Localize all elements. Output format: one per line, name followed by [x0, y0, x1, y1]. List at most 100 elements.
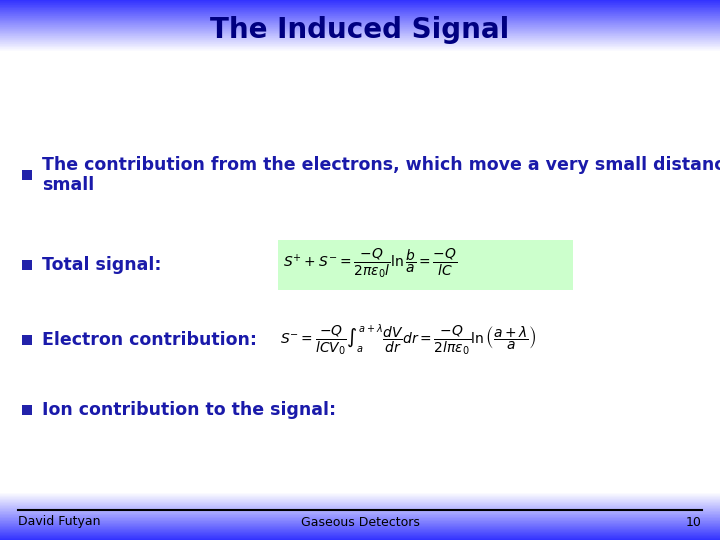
Bar [0, 22, 720, 23]
Bar [0, 41, 720, 42]
Bar [0, 2, 720, 3]
Bar [0, 0, 720, 1]
Bar [0, 29, 720, 30]
Bar [0, 26, 720, 28]
Bar [0, 526, 720, 527]
Bar [0, 533, 720, 534]
Bar [0, 10, 720, 11]
Bar [0, 11, 720, 12]
Bar [0, 530, 720, 531]
Bar [0, 4, 720, 5]
Bar [0, 492, 720, 493]
Bar [0, 36, 720, 37]
Bar [0, 504, 720, 505]
Bar [0, 8, 720, 9]
Bar [0, 522, 720, 523]
Bar [0, 495, 720, 496]
Bar [0, 18, 720, 19]
Bar [0, 50, 720, 51]
Bar [0, 523, 720, 524]
Bar [0, 5, 720, 6]
Text: $S^{+}+S^{-} = \dfrac{-Q}{2\pi\varepsilon_0 l}\ln\dfrac{b}{a} = \dfrac{-Q}{lC}$: $S^{+}+S^{-} = \dfrac{-Q}{2\pi\varepsilo… [283, 246, 457, 280]
Bar [0, 536, 720, 537]
Bar [0, 534, 720, 535]
Bar [0, 514, 720, 515]
Bar [0, 14, 720, 15]
Bar [0, 538, 720, 539]
Bar [22, 260, 32, 270]
Bar [0, 28, 720, 29]
Bar [0, 503, 720, 504]
Bar [0, 529, 720, 530]
Bar [0, 520, 720, 521]
Bar [0, 6, 720, 7]
Bar [0, 35, 720, 36]
Bar [0, 1, 720, 2]
Text: Ion contribution to the signal:: Ion contribution to the signal: [42, 401, 336, 419]
Bar [0, 512, 720, 513]
Bar [0, 3, 720, 4]
Bar [0, 535, 720, 536]
Bar [0, 537, 720, 538]
Bar [0, 496, 720, 497]
Text: Gaseous Detectors: Gaseous Detectors [300, 516, 420, 529]
Bar [0, 9, 720, 10]
Bar [0, 51, 720, 52]
Bar [0, 7, 720, 8]
Bar [0, 44, 720, 45]
Text: The Induced Signal: The Induced Signal [210, 16, 510, 44]
Bar [0, 15, 720, 16]
Bar [0, 16, 720, 17]
Bar [0, 508, 720, 509]
Bar [0, 531, 720, 532]
Bar [0, 494, 720, 495]
Bar [0, 45, 720, 46]
Bar [0, 12, 720, 13]
Bar [0, 513, 720, 514]
Text: David Futyan: David Futyan [18, 516, 101, 529]
Bar [0, 519, 720, 520]
Bar [0, 17, 720, 18]
Bar [0, 43, 720, 44]
Bar [0, 23, 720, 24]
Bar [0, 46, 720, 47]
Bar [0, 39, 720, 40]
Bar [0, 539, 720, 540]
Bar [0, 516, 720, 517]
Text: The contribution from the electrons, which move a very small distance, is
small: The contribution from the electrons, whi… [42, 156, 720, 194]
Bar [0, 532, 720, 533]
Bar [0, 500, 720, 501]
Text: 10: 10 [686, 516, 702, 529]
Bar [22, 405, 32, 415]
Bar [0, 21, 720, 22]
Bar [0, 525, 720, 526]
Text: $S^{-} = \dfrac{-Q}{lCV_0}\int_a^{a+\lambda}\dfrac{dV}{dr}dr = \dfrac{-Q}{2l\pi\: $S^{-} = \dfrac{-Q}{lCV_0}\int_a^{a+\lam… [280, 322, 536, 357]
Bar [0, 30, 720, 31]
Bar [0, 518, 720, 519]
Bar [0, 515, 720, 516]
Bar [0, 38, 720, 39]
Bar [0, 33, 720, 34]
Bar [0, 24, 720, 25]
Bar [0, 507, 720, 508]
Bar [0, 524, 720, 525]
Bar [0, 25, 720, 26]
Bar [0, 13, 720, 14]
Bar [0, 527, 720, 528]
Bar [0, 506, 720, 507]
Bar [0, 511, 720, 512]
Bar [0, 47, 720, 48]
Bar [0, 501, 720, 502]
Bar [0, 20, 720, 21]
Bar [0, 528, 720, 529]
Bar [0, 505, 720, 506]
Bar [0, 521, 720, 522]
Bar [0, 502, 720, 503]
Bar [0, 517, 720, 518]
Bar [0, 31, 720, 32]
Bar [278, 240, 573, 290]
Bar [22, 170, 32, 180]
Bar [0, 509, 720, 510]
Bar [0, 37, 720, 38]
Bar [0, 498, 720, 499]
